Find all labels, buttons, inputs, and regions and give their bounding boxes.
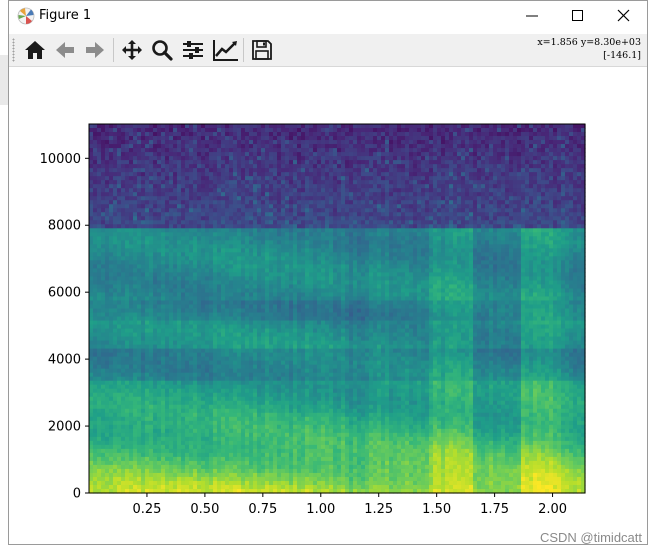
toolbar-grip[interactable] bbox=[12, 38, 15, 62]
watermark: CSDN @timidcatt bbox=[539, 530, 642, 545]
configure-subplots-icon bbox=[183, 41, 203, 59]
y-tick-label: 2000 bbox=[48, 420, 81, 435]
back-button[interactable] bbox=[51, 37, 79, 63]
maximize-button[interactable] bbox=[555, 1, 601, 31]
x-tick-label: 1.75 bbox=[480, 502, 509, 517]
x-tick-label: 0.75 bbox=[248, 502, 277, 517]
x-tick-label: 1.50 bbox=[422, 502, 451, 517]
maximize-icon bbox=[572, 10, 583, 21]
x-tick-label: 2.00 bbox=[538, 502, 567, 517]
background-window-edge bbox=[0, 55, 8, 105]
minimize-icon bbox=[526, 15, 538, 17]
save-icon bbox=[252, 40, 272, 60]
close-icon bbox=[617, 9, 630, 22]
close-button[interactable] bbox=[601, 1, 647, 31]
spectrogram-axes[interactable]: 0.25 0.50 0.75 1.00 1.25 1.50 1.75 2.00 0 2000 400… bbox=[9, 67, 647, 544]
x-tick-label: 1.25 bbox=[364, 502, 393, 517]
x-tick-label: 1.00 bbox=[306, 502, 335, 517]
figure-window: Figure 1 bbox=[8, 0, 648, 545]
pan-button[interactable] bbox=[118, 37, 146, 63]
minimize-button[interactable] bbox=[509, 1, 555, 31]
home-icon bbox=[25, 41, 45, 59]
spectrogram-image bbox=[89, 124, 586, 494]
x-tick-label: 0.50 bbox=[190, 502, 219, 517]
y-tick-label: 4000 bbox=[48, 353, 81, 368]
configure-subplots-button[interactable] bbox=[179, 37, 207, 63]
toolbar-separator bbox=[113, 38, 114, 62]
forward-arrow-icon bbox=[86, 42, 104, 58]
y-tick-label: 10000 bbox=[40, 152, 81, 167]
save-button[interactable] bbox=[248, 37, 276, 63]
zoom-button[interactable] bbox=[148, 37, 176, 63]
coords-value: [-146.1] bbox=[603, 50, 641, 61]
edit-axis-button[interactable] bbox=[210, 37, 238, 63]
pan-icon bbox=[122, 40, 142, 60]
axes-frame bbox=[88, 123, 586, 494]
back-arrow-icon bbox=[56, 42, 74, 58]
coords-xy: x=1.856 y=8.30e+03 bbox=[537, 37, 641, 48]
cursor-coordinates: x=1.856 y=8.30e+03 [-146.1] bbox=[537, 36, 641, 62]
x-tick-label: 0.25 bbox=[132, 502, 161, 517]
y-tick-label: 6000 bbox=[48, 286, 81, 301]
title-bar: Figure 1 bbox=[9, 1, 647, 31]
figure-canvas[interactable]: 0.25 0.50 0.75 1.00 1.25 1.50 1.75 2.00 0 2000 400… bbox=[9, 67, 647, 544]
y-tick-label: 8000 bbox=[48, 219, 81, 234]
y-tick-label: 0 bbox=[73, 487, 81, 502]
matplotlib-app-icon bbox=[17, 7, 35, 25]
forward-button[interactable] bbox=[81, 37, 109, 63]
home-button[interactable] bbox=[21, 37, 49, 63]
window-title: Figure 1 bbox=[39, 8, 92, 23]
zoom-icon bbox=[152, 40, 173, 61]
toolbar-separator bbox=[243, 38, 244, 62]
edit-axis-icon bbox=[213, 40, 238, 61]
navigation-toolbar: x=1.856 y=8.30e+03 [-146.1] bbox=[9, 34, 647, 67]
